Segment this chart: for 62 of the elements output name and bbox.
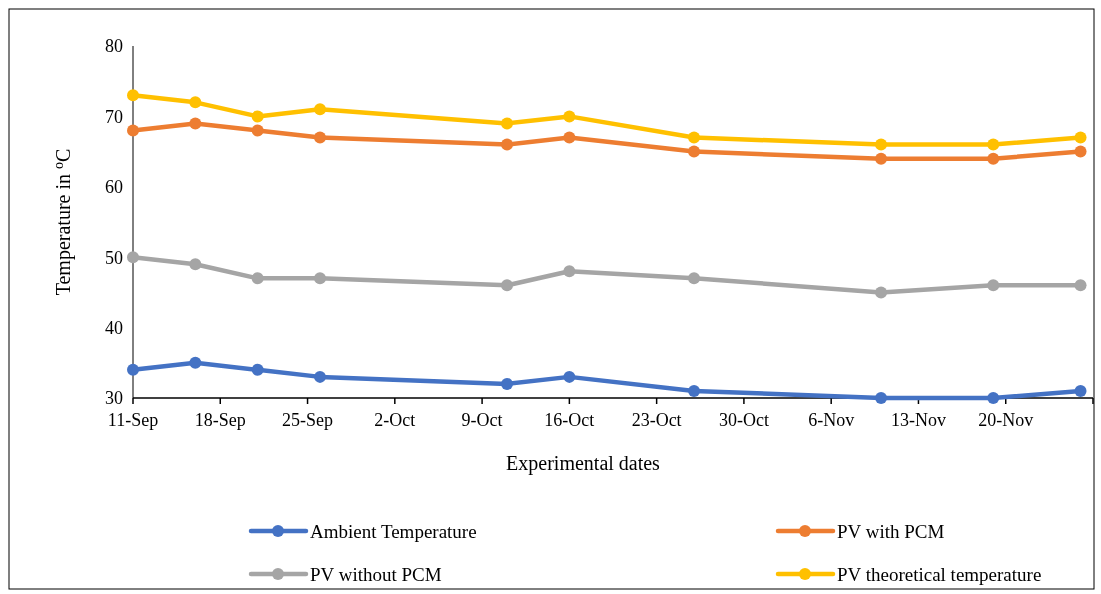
x-tick-label: 20-Nov: [978, 410, 1034, 430]
point: [189, 356, 202, 369]
point: [688, 131, 701, 144]
y-tick-label: 80: [105, 36, 123, 57]
legend-label: PV without PCM: [310, 563, 442, 585]
x-tick-label: 18-Sep: [194, 410, 246, 430]
point: [314, 103, 327, 116]
y-tick-label: 50: [105, 247, 123, 268]
point: [987, 138, 1000, 151]
point: [875, 138, 888, 151]
point: [1074, 145, 1087, 158]
point: [127, 251, 139, 264]
point: [688, 272, 701, 285]
x-tick-label: 2-Oct: [374, 410, 416, 430]
legend-label: PV theoretical temperature: [837, 563, 1042, 585]
y-tick-label: 30: [105, 388, 123, 409]
x-tick-label: 23-Oct: [631, 410, 682, 430]
point: [563, 265, 576, 278]
y-tick-label: 60: [105, 177, 123, 198]
x-tick-label: 25-Sep: [282, 410, 334, 430]
point: [563, 370, 576, 383]
x-tick-label: 11-Sep: [107, 410, 159, 430]
point: [875, 392, 888, 404]
point: [1074, 279, 1087, 292]
point: [501, 138, 514, 151]
point: [688, 384, 701, 397]
point: [1074, 131, 1087, 144]
y-tick-label: 40: [105, 317, 123, 338]
point: [314, 272, 327, 285]
point: [251, 272, 264, 285]
point: [987, 392, 1000, 404]
point: [251, 124, 264, 137]
point: [501, 377, 514, 390]
point: [189, 258, 202, 271]
point: [688, 145, 701, 158]
point: [1074, 384, 1087, 397]
point: [189, 96, 202, 109]
point: [875, 152, 888, 165]
point: [563, 110, 576, 123]
point: [314, 370, 327, 383]
x-tick-label: 16-Oct: [544, 410, 595, 430]
point: [987, 152, 1000, 165]
legend-label: Ambient Temperature: [310, 520, 477, 542]
point: [314, 131, 327, 144]
x-axis-title: Experimental dates: [506, 452, 661, 475]
point: [127, 363, 139, 376]
point: [501, 279, 514, 292]
point: [251, 363, 264, 376]
point: [251, 110, 264, 123]
point: [987, 279, 1000, 292]
point: [189, 117, 202, 130]
x-tick-label: 13-Nov: [890, 410, 946, 430]
point: [875, 286, 888, 299]
x-tick-label: 6-Nov: [808, 410, 855, 430]
point: [563, 131, 576, 144]
point: [501, 117, 514, 130]
point: [127, 124, 139, 137]
y-tick-label: 70: [105, 106, 123, 127]
point: [127, 89, 139, 102]
x-tick-label: 30-Oct: [718, 410, 769, 430]
x-tick-label: 9-Oct: [461, 410, 503, 430]
legend-label: PV with PCM: [837, 520, 945, 542]
